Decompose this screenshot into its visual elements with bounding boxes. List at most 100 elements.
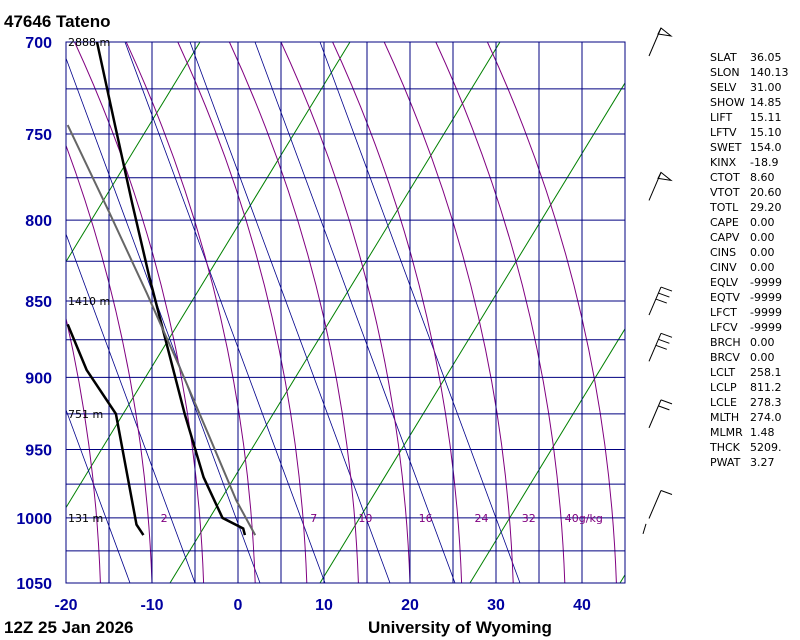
index-row: KINX -18.9 xyxy=(710,155,789,170)
index-row: SLON 140.13 xyxy=(710,65,789,80)
index-key: CTOT xyxy=(710,171,740,184)
index-row: LCLT 258.1 xyxy=(710,365,789,380)
pressure-tick-label: 900 xyxy=(25,370,52,387)
index-value: -18.9 xyxy=(750,156,779,169)
chart-labels: 700 750 800 850 900 950 1000 1050-20 -10 0 10 20 30 4… xyxy=(16,35,602,614)
index-key: CINV xyxy=(710,261,737,274)
pressure-tick-label: 850 xyxy=(25,294,52,311)
index-value: 29.20 xyxy=(750,201,782,214)
temperature-tick-label: 40 xyxy=(573,597,591,614)
moist-adiabat xyxy=(66,144,153,583)
index-value: 0.00 xyxy=(750,336,775,349)
mixing-ratio-line xyxy=(189,42,391,583)
index-row: EQTV -9999 xyxy=(710,290,789,305)
index-value: 5209. xyxy=(750,441,782,454)
index-value: 0.00 xyxy=(750,231,775,244)
parcel-path xyxy=(66,124,257,536)
index-value: 15.11 xyxy=(750,111,782,124)
mixing-ratio-line xyxy=(66,57,261,583)
wind-barb xyxy=(648,27,673,57)
wind-barbs xyxy=(642,27,673,535)
index-value: 278.3 xyxy=(750,396,782,409)
dry-adiabat xyxy=(319,82,625,583)
mixing-ratio-label: 7 xyxy=(310,512,317,525)
index-key: SWET xyxy=(710,141,742,154)
temperature-tick-label: 10 xyxy=(315,597,333,614)
index-key: SHOW xyxy=(710,96,745,109)
station-title: 47646 Tateno xyxy=(4,12,111,31)
index-row: TOTL 29.20 xyxy=(710,200,789,215)
dry-adiabat xyxy=(66,42,201,263)
moist-adiabat xyxy=(486,42,617,583)
index-key: MLTH xyxy=(710,411,740,424)
index-key: BRCV xyxy=(710,351,740,364)
index-key: CINS xyxy=(710,246,737,259)
index-row: SELV 31.00 xyxy=(710,80,789,95)
moist-adiabat xyxy=(177,42,308,583)
index-value: 14.85 xyxy=(750,96,782,109)
index-value: 274.0 xyxy=(750,411,782,424)
pressure-tick-label: 750 xyxy=(25,127,52,144)
index-value: 0.00 xyxy=(750,216,775,229)
index-value: 258.1 xyxy=(750,366,782,379)
index-value: 20.60 xyxy=(750,186,782,199)
height-label: 1410 m xyxy=(68,295,110,308)
height-label: 131 m xyxy=(68,512,103,525)
index-row: THCK 5209. xyxy=(710,440,789,455)
index-key: EQLV xyxy=(710,276,739,289)
index-row: LCLE 278.3 xyxy=(710,395,789,410)
index-key: BRCH xyxy=(710,336,741,349)
index-row: MLTH 274.0 xyxy=(710,410,789,425)
mixing-ratio-line xyxy=(0,42,65,583)
dry-adiabat xyxy=(66,42,351,509)
index-row: LFTV 15.10 xyxy=(710,125,789,140)
index-key: LCLP xyxy=(710,381,737,394)
moist-adiabat xyxy=(383,42,514,583)
mixing-ratio-label: 40g/kg xyxy=(565,512,603,525)
index-value: 0.00 xyxy=(750,351,775,364)
index-value: 8.60 xyxy=(750,171,775,184)
wind-barb xyxy=(648,171,673,201)
index-row: SHOW 14.85 xyxy=(710,95,789,110)
credit-label: University of Wyoming xyxy=(368,618,552,637)
index-key: LFCT xyxy=(710,306,737,319)
index-row: LCLP 811.2 xyxy=(710,380,789,395)
temperature-tick-label: 20 xyxy=(401,597,419,614)
plot-grid xyxy=(65,41,626,584)
temperature-tick-label: 30 xyxy=(487,597,505,614)
wind-barb xyxy=(642,523,647,535)
index-value: 154.0 xyxy=(750,141,782,154)
index-key: LCLE xyxy=(710,396,737,409)
index-key: SLAT xyxy=(710,51,737,64)
moist-adiabat xyxy=(125,42,256,583)
index-key: CAPV xyxy=(710,231,740,244)
plot-frame xyxy=(65,41,626,584)
moist-adiabat xyxy=(435,42,566,583)
index-row: SWET 154.0 xyxy=(710,140,789,155)
pressure-tick-label: 1050 xyxy=(16,576,52,593)
height-label: 2888 m xyxy=(68,36,110,49)
index-key: LCLT xyxy=(710,366,736,379)
index-key: LFCV xyxy=(710,321,738,334)
mixing-ratio-label: 16 xyxy=(419,512,433,525)
index-key: TOTL xyxy=(710,201,739,214)
height-label: 751 m xyxy=(68,408,103,421)
pressure-tick-label: 800 xyxy=(25,213,52,230)
mixing-ratio-label: 24 xyxy=(475,512,489,525)
index-row: BRCH 0.00 xyxy=(710,335,789,350)
wind-barb xyxy=(648,490,673,519)
mixing-ratio-label: 2 xyxy=(161,512,168,525)
index-row: BRCV 0.00 xyxy=(710,350,789,365)
mixing-ratio-line xyxy=(66,408,131,583)
background-lines xyxy=(0,42,625,583)
mixing-ratio-line xyxy=(319,42,521,583)
temperature-tick-label: 0 xyxy=(234,597,243,614)
pressure-tick-label: 700 xyxy=(25,35,52,52)
mixing-ratio-label: 10 xyxy=(358,512,372,525)
temperature-tick-label: -20 xyxy=(54,597,77,614)
index-row: PWAT 3.27 xyxy=(710,455,789,470)
index-value: 3.27 xyxy=(750,456,775,469)
mixing-ratio-label: 32 xyxy=(522,512,536,525)
mixing-ratio-line xyxy=(124,42,326,583)
